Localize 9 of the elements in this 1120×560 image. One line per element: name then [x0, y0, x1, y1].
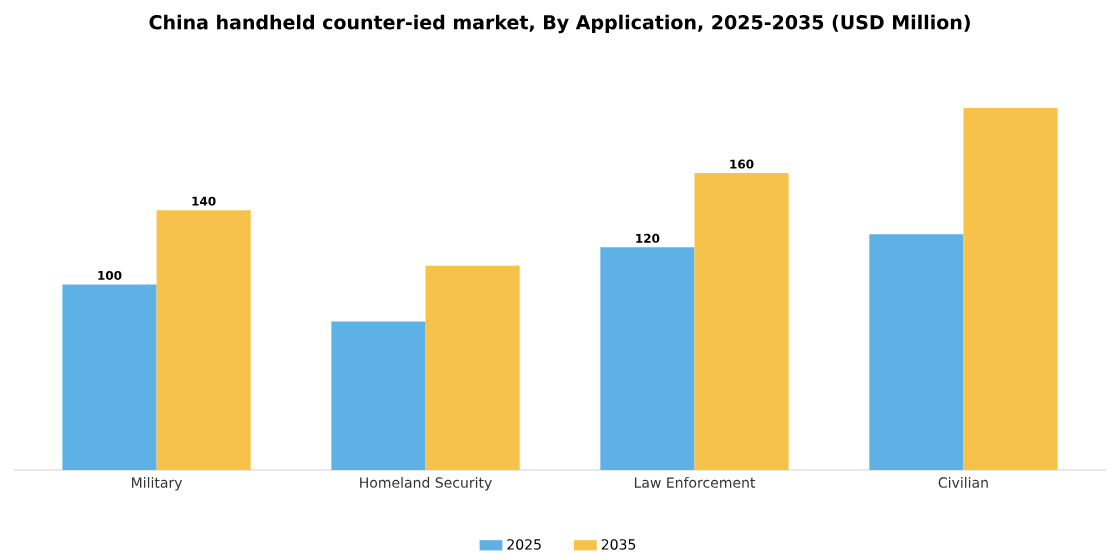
bar	[62, 284, 157, 470]
bar	[425, 265, 520, 470]
bar	[963, 108, 1058, 470]
bar	[694, 173, 789, 470]
bar	[869, 234, 964, 470]
bar	[156, 210, 251, 470]
bar	[331, 321, 426, 470]
bar	[600, 247, 695, 470]
chart-title: China handheld counter-ied market, By Application, 2025-2035 (USD Million)	[149, 14, 970, 34]
